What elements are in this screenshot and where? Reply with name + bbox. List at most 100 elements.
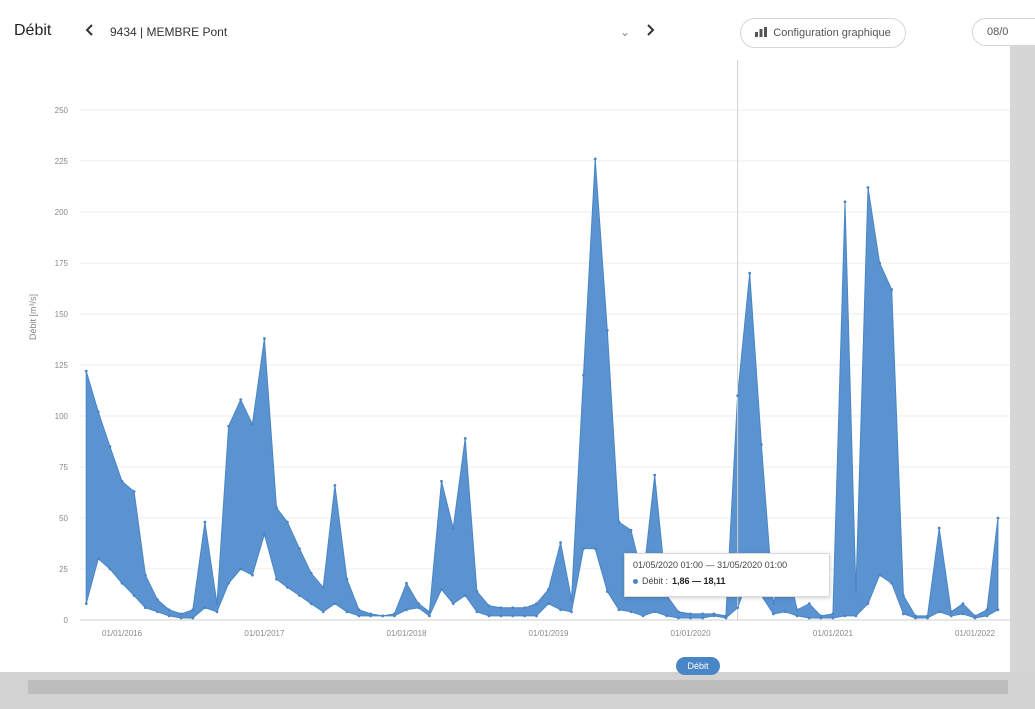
data-point-max	[736, 394, 740, 397]
data-point-max	[132, 490, 136, 493]
data-point-max	[843, 200, 847, 204]
data-point-max	[819, 614, 823, 618]
tooltip-range: 01/05/2020 01:00 — 31/05/2020 01:00	[633, 560, 788, 570]
chart-config-label: Configuration graphique	[773, 27, 891, 39]
data-point-max	[143, 573, 147, 577]
data-point-min	[96, 557, 100, 561]
data-point-min	[973, 616, 977, 620]
x-tick-label: 01/01/2021	[813, 629, 854, 638]
data-point-min	[535, 614, 538, 618]
chevron-right-icon[interactable]	[640, 20, 660, 40]
horizontal-scrollbar[interactable]	[28, 680, 1008, 694]
data-point-min	[926, 616, 929, 620]
data-point-max	[298, 547, 301, 550]
data-point-min	[712, 614, 716, 618]
station-selector[interactable]: 9434 | MEMBRE Pont ⌄	[110, 21, 630, 43]
data-point-min	[937, 610, 941, 614]
data-point-min	[143, 606, 147, 610]
data-point-max	[428, 610, 431, 614]
data-point-max	[275, 506, 278, 510]
data-point-min	[582, 547, 585, 550]
data-point-max	[795, 608, 799, 612]
data-point-min	[677, 616, 680, 620]
data-point-min	[487, 614, 491, 618]
chevron-down-icon[interactable]: ⌄	[619, 25, 630, 39]
data-point-min	[463, 594, 467, 597]
data-point-min	[440, 588, 443, 591]
data-point-max	[559, 541, 562, 544]
data-point-max	[890, 288, 894, 291]
right-backdrop	[1010, 20, 1035, 700]
data-point-min	[961, 612, 965, 616]
data-point-min	[996, 608, 1000, 612]
tooltip-label: Débit :	[642, 576, 669, 586]
data-point-max	[227, 424, 231, 428]
data-point-max	[321, 585, 325, 589]
data-point-max	[523, 606, 527, 610]
data-point-max	[570, 598, 573, 601]
data-point-max	[807, 602, 811, 606]
data-point-min	[227, 581, 231, 585]
data-point-max	[345, 577, 349, 581]
data-point-max	[167, 608, 171, 612]
data-point-min	[499, 614, 503, 618]
data-point-max	[191, 608, 195, 612]
data-point-min	[843, 614, 847, 618]
data-point-max	[712, 612, 716, 616]
date-range-button[interactable]: 08/0	[972, 18, 1035, 46]
x-tick-label: 01/01/2018	[386, 629, 427, 638]
data-point-max	[440, 479, 443, 483]
data-point-min	[665, 614, 669, 618]
data-point-max	[179, 612, 183, 616]
data-point-min	[985, 614, 989, 618]
data-point-min	[701, 616, 704, 620]
y-axis-label: Débit [m³/s]	[28, 293, 38, 340]
chart-config-button[interactable]: Configuration graphique	[740, 18, 906, 48]
data-point-min	[84, 602, 88, 606]
data-point-max	[629, 528, 633, 532]
data-point-max	[511, 606, 515, 610]
data-point-min	[417, 606, 420, 610]
data-point-min	[250, 573, 254, 577]
data-point-min	[949, 614, 953, 618]
data-point-min	[547, 602, 550, 606]
chevron-left-icon[interactable]	[80, 20, 100, 40]
data-point-max	[250, 422, 254, 426]
data-point-max	[357, 608, 361, 612]
data-point-max	[677, 610, 680, 614]
data-point-min	[321, 610, 325, 614]
data-point-max	[475, 590, 479, 593]
data-point-min	[381, 614, 385, 618]
x-tick-label: 01/01/2016	[102, 629, 143, 638]
data-point-max	[286, 520, 289, 524]
y-tick-label: 250	[55, 106, 69, 115]
data-point-min	[617, 608, 621, 612]
data-point-max	[926, 614, 929, 618]
data-point-min	[736, 606, 740, 610]
x-tick-label: 01/01/2017	[244, 629, 285, 638]
data-point-min	[641, 614, 645, 618]
x-tick-label: 01/01/2019	[528, 629, 569, 638]
x-tick-label: 01/01/2020	[671, 629, 712, 638]
data-point-min	[203, 606, 207, 610]
chart-tooltip: 01/05/2020 01:00 — 31/05/2020 01:00 Débi…	[624, 553, 830, 597]
data-point-min	[511, 614, 515, 618]
series-toggle-button[interactable]: Débit	[676, 657, 720, 675]
data-point-max	[772, 602, 775, 606]
data-point-max	[617, 520, 621, 524]
data-point-max	[203, 520, 207, 524]
y-tick-label: 50	[59, 514, 68, 523]
data-point-min	[890, 581, 894, 585]
data-point-min	[807, 616, 811, 620]
data-point-max	[961, 602, 965, 606]
data-point-max	[914, 614, 917, 618]
y-tick-label: 125	[55, 361, 69, 370]
data-point-max	[854, 590, 858, 593]
flow-chart[interactable]: 0 25 50 75 100 125 150 175 200 225 250 01/01/2016 01…	[0, 50, 1010, 650]
data-point-max	[973, 614, 977, 618]
data-point-min	[191, 616, 195, 620]
data-point-min	[357, 614, 361, 618]
data-point-min	[570, 610, 573, 614]
data-point-min	[156, 610, 159, 614]
bar-chart-icon	[755, 26, 768, 40]
